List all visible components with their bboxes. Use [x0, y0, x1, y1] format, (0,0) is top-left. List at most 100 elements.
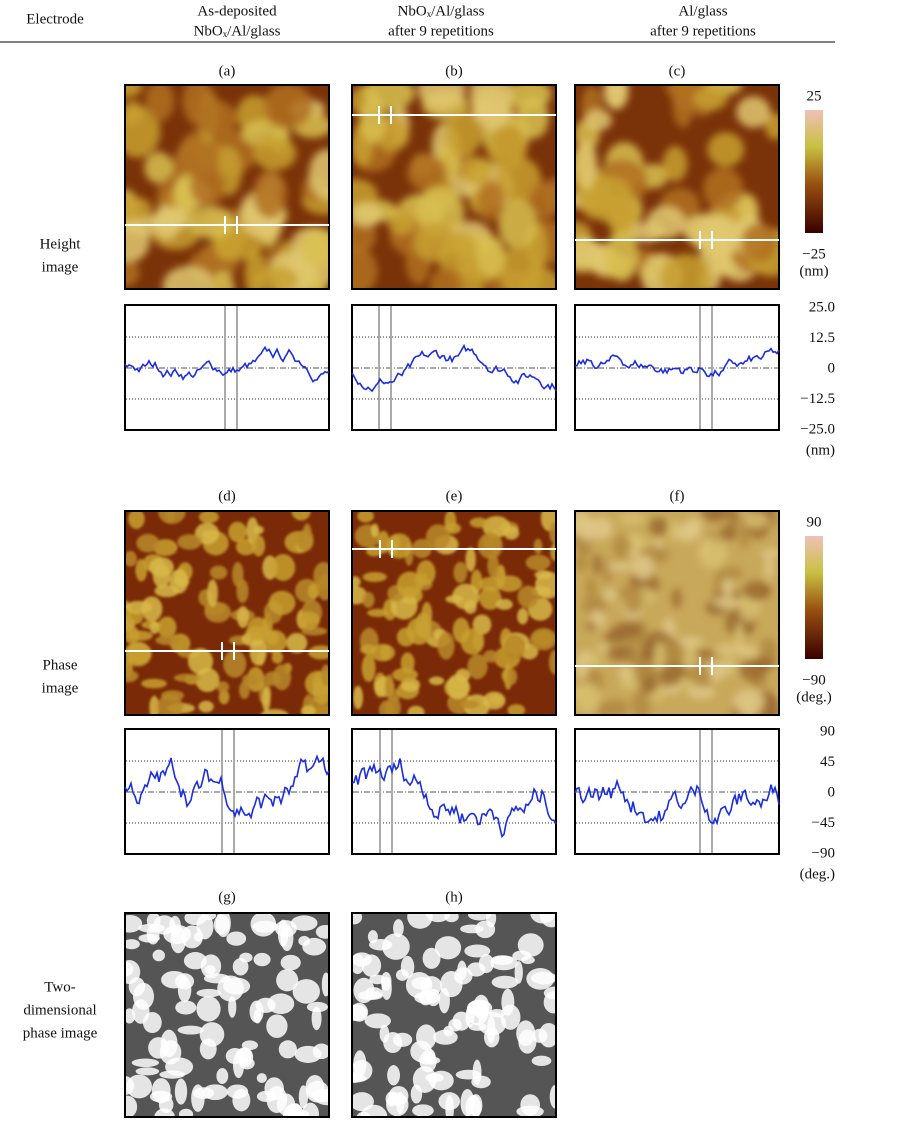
row-label: phase image — [23, 1025, 98, 1041]
grain — [226, 1084, 249, 1099]
column-header: As-deposited — [197, 3, 277, 19]
grain — [477, 532, 503, 560]
grain — [465, 1095, 482, 1117]
grain — [151, 1078, 171, 1104]
grain — [660, 253, 712, 289]
grain — [734, 626, 745, 649]
grain — [665, 685, 680, 695]
panel-label: (d) — [218, 488, 236, 504]
grain — [693, 87, 728, 111]
grain — [575, 236, 601, 269]
grain — [308, 149, 329, 200]
grain — [734, 645, 759, 657]
grain — [446, 674, 470, 700]
grain — [703, 167, 744, 211]
grain — [671, 587, 682, 609]
column-header: NbOₓ/Al/glass — [194, 23, 281, 39]
grain — [467, 654, 488, 680]
grain — [154, 1108, 175, 1117]
grain — [753, 656, 776, 670]
grain — [434, 936, 462, 960]
grain — [713, 596, 739, 608]
grain — [729, 511, 739, 526]
grain — [157, 694, 183, 715]
grain — [385, 674, 394, 700]
grain — [392, 1032, 413, 1047]
image-frame — [124, 84, 330, 290]
grain — [736, 96, 771, 128]
profile-tick-label: 12.5 — [809, 330, 835, 346]
grain — [453, 561, 468, 584]
grain — [764, 553, 774, 581]
grain — [359, 96, 386, 144]
grain — [469, 517, 488, 528]
grain — [503, 525, 520, 540]
grain — [506, 668, 518, 685]
image-texture — [352, 913, 556, 1117]
grain — [218, 689, 230, 705]
grain — [452, 583, 480, 610]
grain — [478, 576, 504, 592]
grain — [479, 586, 502, 610]
grain — [487, 553, 500, 578]
afm-image — [575, 85, 779, 289]
grain — [603, 588, 617, 602]
grain — [169, 569, 189, 594]
profile-tick-label: 0 — [828, 784, 836, 800]
grain — [207, 579, 219, 607]
grain — [715, 644, 737, 654]
grain — [242, 673, 258, 686]
grain — [582, 595, 607, 616]
image-frame — [351, 510, 557, 716]
grain — [464, 944, 491, 958]
grain — [300, 229, 329, 268]
panel-label: (f) — [670, 488, 685, 504]
grain — [521, 267, 556, 289]
grain — [477, 180, 505, 221]
grain — [529, 628, 556, 651]
grain — [178, 1108, 194, 1117]
grain — [662, 146, 688, 182]
grain — [239, 952, 253, 963]
grain — [369, 939, 393, 951]
afm-image — [352, 913, 556, 1117]
grain — [459, 699, 480, 709]
grain — [702, 536, 713, 556]
grain — [575, 682, 602, 713]
grain — [468, 913, 492, 921]
grain — [517, 608, 529, 625]
grain — [256, 1073, 267, 1083]
grain — [487, 125, 528, 170]
grain — [697, 537, 728, 569]
grain — [307, 583, 320, 599]
grain — [364, 1013, 391, 1029]
grain — [196, 996, 221, 1022]
grain — [141, 678, 168, 689]
grain — [591, 177, 634, 224]
image-texture — [125, 511, 329, 715]
grain — [612, 534, 632, 560]
grain — [320, 664, 329, 686]
grain — [314, 1090, 329, 1106]
grain — [175, 973, 195, 990]
grain — [739, 595, 759, 622]
profile-curve — [124, 754, 330, 820]
profile-tick-label: −45 — [812, 815, 835, 831]
grain — [125, 914, 143, 933]
grain — [415, 612, 432, 639]
grain — [741, 223, 778, 263]
grain — [386, 533, 412, 559]
grain — [720, 524, 737, 541]
grain — [701, 511, 730, 522]
grain — [125, 939, 140, 950]
grain — [624, 653, 644, 666]
grain — [707, 132, 745, 167]
grain — [280, 924, 294, 952]
image-frame — [574, 84, 780, 290]
grain — [173, 673, 201, 683]
grain — [175, 1000, 197, 1015]
grain — [472, 1059, 482, 1086]
grain — [482, 691, 506, 710]
colorbar-min: −25 — [802, 246, 825, 262]
